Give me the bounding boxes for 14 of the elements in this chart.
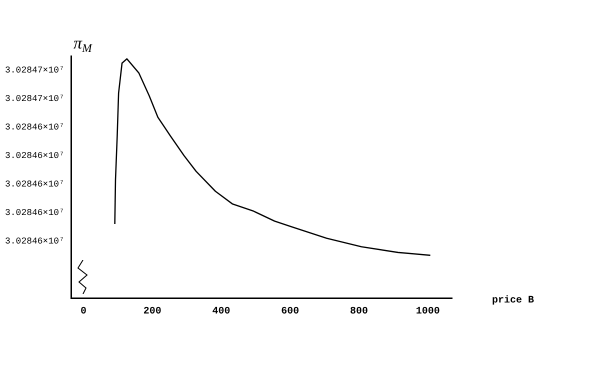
x-axis-title: price B xyxy=(492,294,534,307)
y-tick-label: 3.02847×10⁷ xyxy=(4,66,64,76)
x-tick-label: 200 xyxy=(143,306,162,318)
x-tick-label: 600 xyxy=(281,306,300,318)
y-tick-label: 3.02846×10⁷ xyxy=(4,180,64,190)
x-tick-label: 0 xyxy=(80,306,86,318)
x-tick-label: 400 xyxy=(212,306,230,318)
y-tick-label: 3.02846×10⁷ xyxy=(4,151,64,162)
x-tick-label: 800 xyxy=(350,306,368,318)
y-tick-label: 3.02846×10⁷ xyxy=(4,236,64,246)
y-tick-label: 3.02846×10⁷ xyxy=(4,122,64,133)
x-tick-label: 1000 xyxy=(416,306,440,318)
y-tick-label: 3.02846×10⁷ xyxy=(4,208,64,218)
y-tick-label: 3.02847×10⁷ xyxy=(4,94,64,104)
